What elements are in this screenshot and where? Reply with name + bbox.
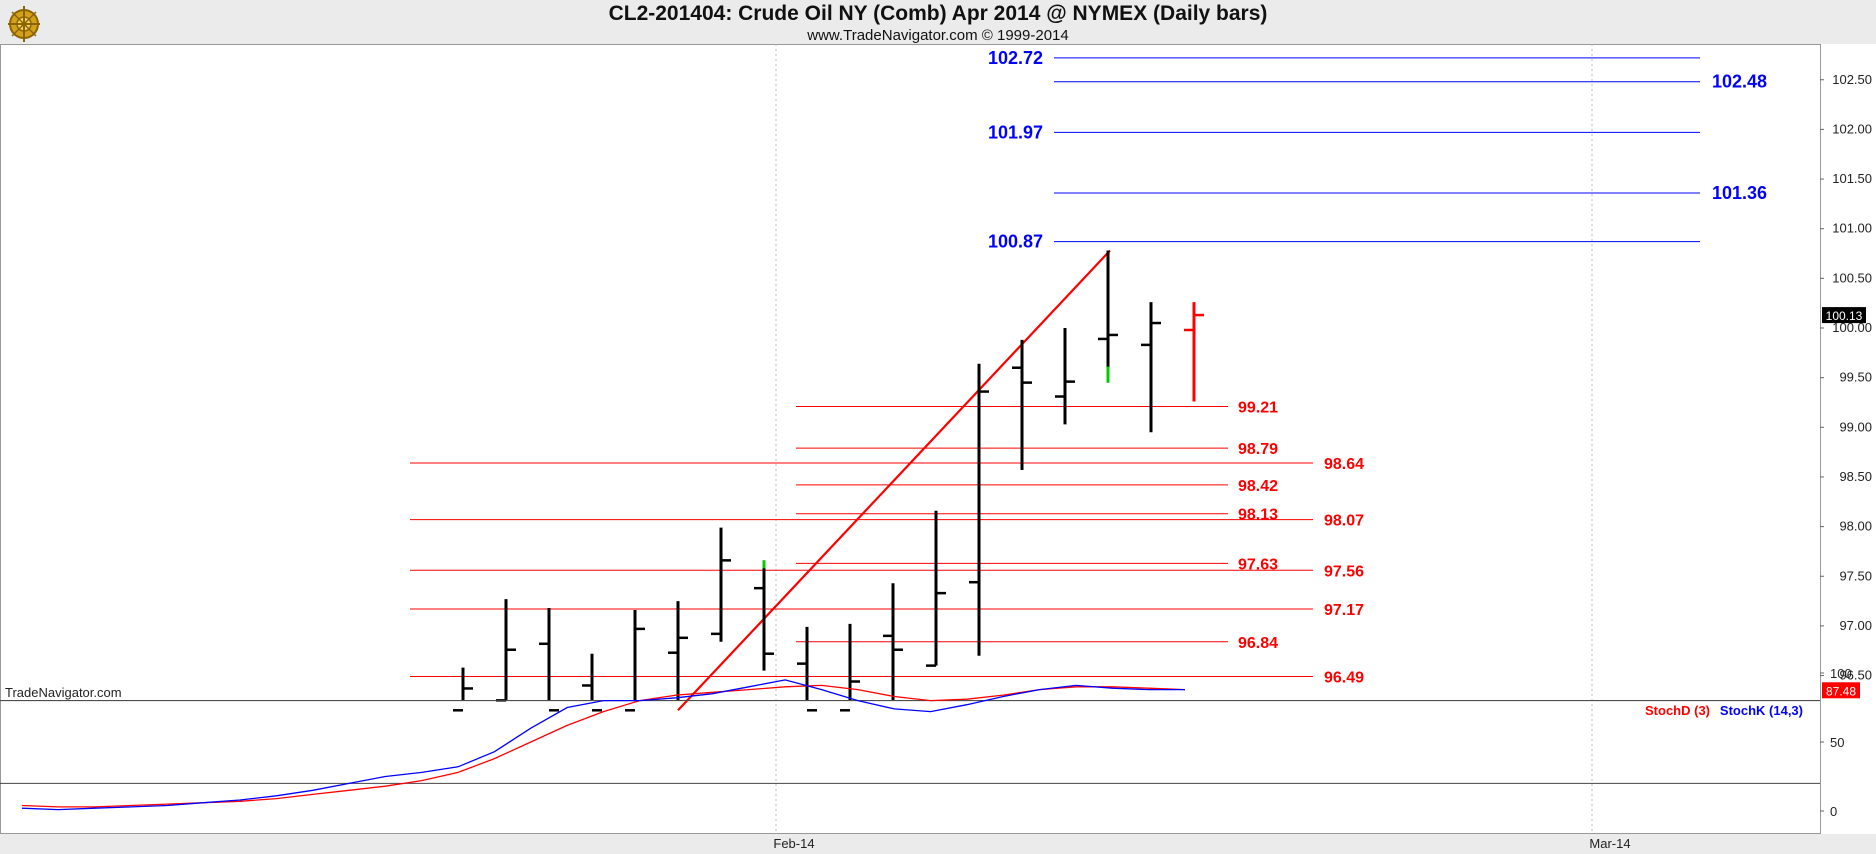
fib-label-long-2: 97.56: [1324, 563, 1364, 580]
ohlc-bar-17: [1184, 302, 1204, 402]
fib-label-long-4: 96.49: [1324, 670, 1364, 687]
watermark: TradeNavigator.com: [5, 685, 122, 700]
stochastic-panel-frame: [0, 700, 1821, 834]
ohlc-bar-10: [883, 583, 903, 700]
last-price-marker: [1822, 307, 1866, 324]
blue-label-left-1: 101.97: [988, 122, 1043, 142]
fib-label-short-2: 98.42: [1238, 478, 1278, 495]
blue-label-left-0: 102.72: [988, 48, 1043, 68]
fib-label-short-3: 98.13: [1238, 507, 1278, 524]
blue-label-right-1: 101.36: [1712, 183, 1767, 203]
blue-label-right-0: 102.48: [1712, 72, 1767, 92]
y-tick-label-6: 99.50: [1839, 370, 1872, 385]
y-tick-label-10: 101.50: [1832, 171, 1872, 186]
y-tick-label-12: 102.50: [1832, 72, 1872, 87]
ohlc-bar-5: [668, 601, 688, 700]
ohlc-bar-14: [1055, 328, 1075, 425]
ohlc-bar-12: [969, 363, 989, 656]
chart-header: [0, 0, 1876, 44]
stoch-last-marker: [1822, 682, 1860, 699]
fib-label-short-0: 99.21: [1238, 399, 1278, 416]
x-tick-label-1: Mar-14: [1589, 836, 1630, 851]
y-tick-label-2: 97.50: [1839, 568, 1872, 583]
ohlc-bar-15: [1098, 250, 1118, 383]
y-tick-label-11: 102.00: [1832, 121, 1872, 136]
ohlc-bar-8: [797, 626, 817, 712]
y-tick-label-5: 99.00: [1839, 419, 1872, 434]
stoch-y-tick-label-1: 50: [1830, 735, 1844, 750]
y-tick-label-0: 96.50: [1839, 668, 1872, 683]
chart-grid: [775, 44, 1593, 833]
stoch-y-tick-label-2: 100: [1830, 666, 1852, 681]
ohlc-bar-4: [625, 610, 645, 712]
trade-navigator-logo-icon: [8, 6, 40, 42]
ohlc-bar-9: [840, 623, 860, 712]
stochastic-panel: StochD (3) StochK (14,3): [0, 679, 1820, 811]
chart-title: CL2-201404: Crude Oil NY (Comb) Apr 2014…: [608, 2, 1268, 25]
y-tick-label-9: 101.00: [1832, 221, 1872, 236]
y-tick-label-8: 100.50: [1832, 270, 1872, 285]
chart-axes: Feb-14 Mar-14 96.50 97.00 97.50 98.00 98.50 99.…: [773, 72, 1872, 851]
fib-label-short-1: 98.79: [1238, 441, 1278, 458]
ohlc-bar-7: [754, 560, 774, 671]
fib-label-short-5: 96.84: [1238, 635, 1278, 652]
x-axis-area: [0, 834, 1876, 854]
fib-label-long-0: 98.64: [1324, 456, 1364, 473]
stoch-legend-d: StochD (3): [1645, 703, 1710, 718]
ohlc-bar-0: [453, 667, 473, 712]
y-tick-label-3: 98.00: [1839, 519, 1872, 534]
trend-line-segment: [677, 249, 1111, 712]
fib-label-long-1: 98.07: [1324, 513, 1364, 530]
stoch-series-1: [21, 679, 1185, 811]
blue-label-left-2: 100.87: [988, 232, 1043, 252]
ohlc-bar-2: [539, 608, 559, 712]
x-tick-label-0: Feb-14: [773, 836, 814, 851]
stoch-last-label: 87.48: [1826, 684, 1856, 698]
y-tick-label-4: 98.50: [1839, 469, 1872, 484]
trend-line: [677, 249, 1111, 712]
ohlc-bar-6: [711, 527, 731, 642]
ohlc-bar-3: [582, 653, 602, 712]
stoch-y-tick-label-0: 0: [1830, 804, 1837, 819]
y-axis-area: [1821, 44, 1876, 833]
price-panel: [0, 44, 1821, 701]
ohlc-bar-11: [926, 510, 946, 667]
ohlc-bar-13: [1012, 339, 1032, 470]
price-bars: [453, 250, 1204, 712]
ohlc-bar-16: [1141, 302, 1161, 433]
chart-subtitle: www.TradeNavigator.com © 1999-2014: [807, 27, 1069, 44]
fib-levels: 99.21 98.79 98.42 98.13 97.63 96.84 98.64 98.07…: [410, 48, 1767, 687]
fib-label-long-3: 97.17: [1324, 602, 1364, 619]
y-tick-label-7: 100.00: [1832, 320, 1872, 335]
fib-label-short-4: 97.63: [1238, 556, 1278, 573]
y-tick-label-1: 97.00: [1839, 618, 1872, 633]
stoch-legend-k: StochK (14,3): [1720, 703, 1803, 718]
last-price-label: 100.13: [1826, 309, 1863, 323]
chart-panels: [0, 44, 1876, 854]
